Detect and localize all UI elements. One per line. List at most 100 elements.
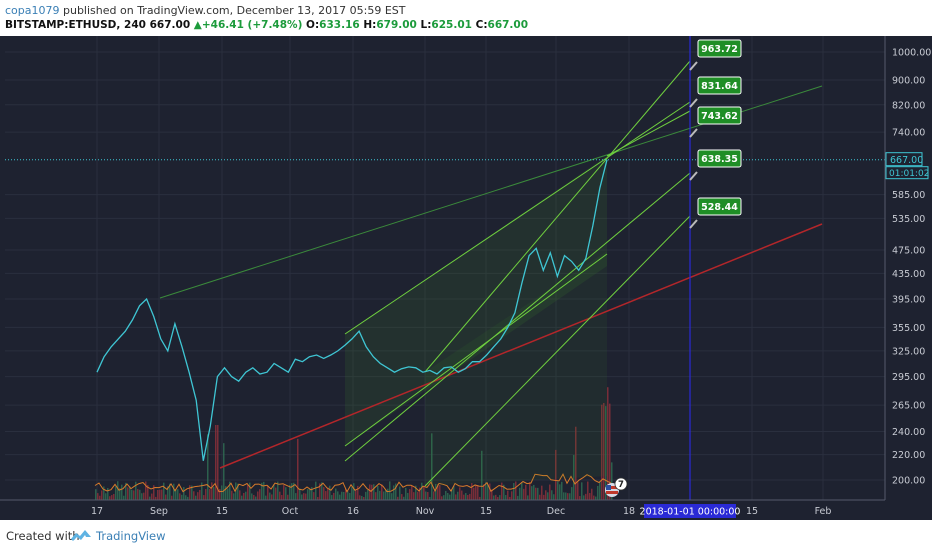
high-value: 679.00 (376, 19, 417, 31)
volume-bar (539, 494, 541, 500)
volume-bar (453, 486, 455, 500)
target-value: 743.62 (701, 111, 738, 122)
channel-fill-upper (345, 156, 607, 446)
volume-bar (443, 495, 445, 500)
volume-bar (415, 485, 417, 500)
volume-bar (601, 404, 603, 500)
open-label: O: (306, 19, 320, 31)
publish-line: copa1079 published on TradingView.com, D… (5, 4, 406, 17)
volume-bar (191, 485, 193, 500)
volume-bar (503, 484, 505, 500)
volume-bar (587, 481, 589, 500)
volume-bar (129, 486, 131, 500)
target-label-4: 528.44 (689, 197, 742, 229)
volume-bar (599, 481, 601, 500)
volume-bar (223, 443, 225, 500)
channel-fill-lower (425, 251, 607, 486)
volume-bar (497, 496, 499, 500)
tradingview-logo-icon[interactable] (70, 527, 92, 543)
y-tick-label: 900.00 (892, 76, 925, 87)
volume-bar (493, 495, 495, 500)
volume-bar (591, 488, 593, 500)
volume-bar (381, 484, 383, 500)
volume-bar (161, 489, 163, 500)
target-label-2: 743.62 (689, 106, 742, 138)
volume-bar (133, 490, 135, 500)
volume-bar (203, 495, 205, 500)
author-link[interactable]: copa1079 (5, 4, 60, 17)
low-label: L: (420, 19, 432, 31)
last-price-value: 667.00 (149, 19, 191, 31)
volume-bar (501, 482, 503, 500)
volume-bar (439, 485, 441, 500)
volume-bar (305, 493, 307, 500)
x-tick-label: 17 (91, 506, 103, 517)
volume-bar (499, 495, 501, 500)
close-value: 667.00 (487, 19, 529, 31)
volume-bar (375, 492, 377, 500)
volume-bar (135, 481, 137, 500)
volume-bar (173, 483, 175, 500)
volume-bar (349, 492, 351, 500)
volume-bar (113, 493, 115, 500)
badge-count: 7 (618, 480, 624, 490)
y-axis-panel (885, 36, 932, 520)
tradingview-link[interactable]: TradingView (96, 529, 166, 543)
flag-stripe (606, 491, 618, 494)
volume-bar (521, 482, 523, 500)
target-box (697, 76, 742, 95)
volume-bar (445, 490, 447, 500)
volume-bar (585, 493, 587, 500)
volume-bar (245, 491, 247, 500)
volume-bar (475, 485, 477, 500)
y-tick-label: 435.00 (892, 269, 925, 280)
volume-bar (101, 490, 103, 500)
x-tick-label: 18 (623, 506, 635, 517)
volume-bar (159, 489, 161, 500)
badge-circle (614, 477, 628, 491)
trend-lines (5, 36, 885, 500)
volume-bar (551, 490, 553, 500)
volume-bar (241, 495, 243, 500)
volume-bar (545, 490, 547, 500)
y-tick-label: 1000.00 (892, 48, 931, 59)
volume-bar (553, 494, 555, 500)
volume-bar (491, 489, 493, 500)
volume-bar (423, 486, 425, 500)
target-box (697, 197, 742, 216)
grid-lines (5, 36, 885, 500)
volume-bar (527, 495, 529, 500)
volume-bar (369, 484, 371, 500)
countdown-tag (885, 166, 929, 180)
volume-bar (373, 484, 375, 500)
flag-canton (606, 485, 611, 490)
chart-header: copa1079 published on TradingView.com, D… (0, 0, 932, 36)
channel-line-1 (344, 101, 691, 335)
y-tick-label: 220.00 (892, 450, 925, 461)
volume-bar (341, 491, 343, 500)
price-line (96, 159, 608, 461)
volume-bar (317, 496, 319, 500)
symbol-label: BITSTAMP:ETHUSD, 240 (5, 19, 146, 31)
volume-bar (345, 488, 347, 500)
volume-bar (529, 482, 531, 500)
volume-bar (205, 489, 207, 500)
channel-line-6 (606, 110, 691, 157)
volume-bar (197, 492, 199, 500)
volume-bar (313, 492, 315, 500)
volume-bar (347, 491, 349, 500)
volume-bar (543, 494, 545, 500)
channel-line-4 (424, 215, 691, 487)
target-label-0: 963.72 (689, 39, 742, 71)
volume-bar (479, 496, 481, 500)
volume-bar (211, 482, 213, 500)
volume-bar (143, 492, 145, 500)
volume-bar (311, 487, 313, 500)
volume-bar (357, 485, 359, 500)
last-price-tag (885, 152, 923, 167)
volume-bar (321, 482, 323, 500)
price-chart[interactable]: 963.72 831.64 743.62 638.35 528.44 1000.00 90… (0, 36, 932, 520)
last-price-tag-label: 667.00 (890, 155, 923, 166)
volume-bar (559, 484, 561, 500)
volume-bar (279, 491, 281, 500)
